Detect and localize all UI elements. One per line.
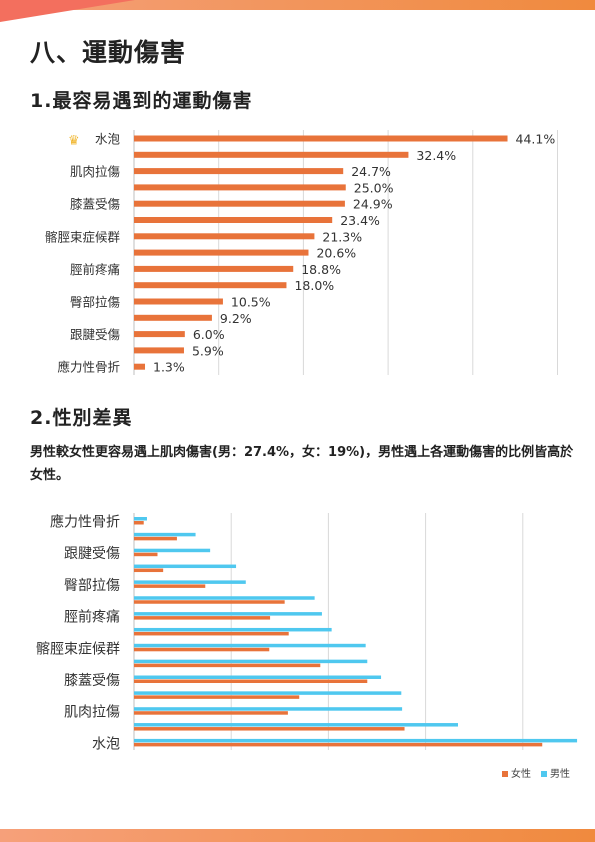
bar bbox=[134, 298, 223, 305]
category-label: 應力性骨折 bbox=[57, 360, 120, 375]
bar-male bbox=[134, 738, 578, 743]
bar bbox=[134, 363, 146, 370]
bar-male bbox=[134, 707, 403, 711]
bottom-decor-bar bbox=[0, 829, 595, 842]
data-label: 32.4% bbox=[416, 148, 456, 163]
bar-female bbox=[134, 536, 177, 541]
section-title: 八、運動傷害 bbox=[30, 38, 187, 67]
bar-female bbox=[134, 568, 164, 573]
bar-male bbox=[134, 675, 382, 679]
category-label: 脛前疼痛 bbox=[64, 609, 120, 626]
bar-female bbox=[134, 616, 271, 620]
chart1-title: 1.最容易遇到的運動傷害 bbox=[30, 90, 253, 112]
category-label: 髂脛束症候群 bbox=[36, 640, 120, 657]
category-label: 臀部拉傷 bbox=[64, 578, 120, 594]
category-label: 肌肉拉傷 bbox=[64, 705, 120, 721]
gender-description: 男性較女性更容易遇上肌肉傷害(男：27.4%，女：19%)，男性遇上各運動傷害的… bbox=[30, 445, 574, 483]
category-label: 水泡 bbox=[95, 132, 121, 147]
crown-icon: ♛ bbox=[68, 134, 80, 149]
data-label: 1.3% bbox=[153, 360, 185, 375]
category-label: 跟腱受傷 bbox=[64, 546, 120, 562]
category-label: 脛前疼痛 bbox=[70, 262, 120, 277]
category-label: 髂脛束症候群 bbox=[45, 229, 121, 244]
bar bbox=[134, 184, 346, 191]
bar-male bbox=[134, 517, 147, 521]
category-label: 臀部拉傷 bbox=[70, 295, 121, 310]
top-decor-bar bbox=[0, 0, 595, 22]
bar-male bbox=[134, 564, 237, 569]
category-label: 應力性骨折 bbox=[50, 514, 120, 531]
bar bbox=[134, 200, 345, 207]
bar-female bbox=[134, 552, 158, 557]
data-label: 25.0% bbox=[354, 180, 394, 195]
data-label: 9.2% bbox=[220, 311, 252, 326]
bar bbox=[134, 314, 212, 321]
bar-female bbox=[134, 711, 288, 715]
data-label: 18.8% bbox=[301, 262, 341, 277]
section2-title: 2.性別差異 bbox=[30, 407, 133, 429]
bar bbox=[134, 282, 287, 289]
data-label: 44.1% bbox=[516, 132, 556, 147]
data-label: 24.7% bbox=[351, 164, 391, 179]
bar-female bbox=[134, 663, 321, 668]
bar bbox=[134, 217, 333, 223]
bar-male bbox=[134, 596, 315, 600]
bar-female bbox=[134, 727, 405, 731]
top-corner-triangle bbox=[0, 0, 135, 22]
bar-female bbox=[134, 631, 289, 636]
legend-label-male: 男性 bbox=[550, 767, 570, 780]
legend-swatch-male bbox=[541, 771, 547, 777]
bar-male bbox=[134, 659, 368, 664]
bar-female bbox=[134, 521, 144, 525]
bar bbox=[134, 265, 294, 272]
bar-male bbox=[134, 691, 402, 695]
bar-male bbox=[134, 627, 332, 632]
data-label: 21.3% bbox=[322, 229, 362, 244]
data-label: 20.6% bbox=[316, 246, 356, 261]
bar-female bbox=[134, 647, 270, 652]
data-label: 18.0% bbox=[294, 278, 334, 293]
bar-female bbox=[134, 695, 300, 699]
bar-male bbox=[134, 612, 322, 616]
category-label: 水泡 bbox=[92, 736, 120, 752]
data-label: 24.9% bbox=[353, 197, 393, 212]
legend-swatch-female bbox=[502, 771, 508, 777]
bar bbox=[134, 347, 184, 354]
bar-male bbox=[134, 580, 246, 584]
data-label: 6.0% bbox=[193, 327, 225, 342]
category-label: 膝蓋受傷 bbox=[70, 197, 121, 212]
bar bbox=[134, 331, 185, 338]
bar-male bbox=[134, 723, 458, 727]
category-label: 肌肉拉傷 bbox=[70, 164, 121, 179]
bar-male bbox=[134, 643, 366, 648]
top-gradient-strip bbox=[0, 0, 595, 10]
bar bbox=[134, 151, 409, 158]
data-label: 10.5% bbox=[231, 295, 271, 310]
bar bbox=[134, 249, 309, 256]
category-label: 膝蓋受傷 bbox=[64, 673, 120, 689]
bar-male bbox=[134, 548, 211, 553]
bar bbox=[134, 168, 344, 175]
bar-female bbox=[134, 679, 368, 683]
bar bbox=[134, 135, 508, 142]
injury-frequency-chart: 44.1% 水泡 32.4% 24.7% 肌肉拉傷 25.0% 24.9% 膝蓋受傷 23.4%… bbox=[45, 130, 558, 375]
bar bbox=[134, 233, 315, 240]
legend-label-female: 女性 bbox=[511, 767, 531, 780]
bar-female bbox=[134, 584, 206, 588]
bar-male bbox=[134, 532, 196, 537]
category-label: 跟腱受傷 bbox=[70, 327, 121, 342]
bar-female bbox=[134, 600, 285, 604]
data-label: 23.4% bbox=[340, 213, 380, 228]
data-label: 5.9% bbox=[192, 343, 224, 358]
bar-female bbox=[134, 742, 543, 747]
